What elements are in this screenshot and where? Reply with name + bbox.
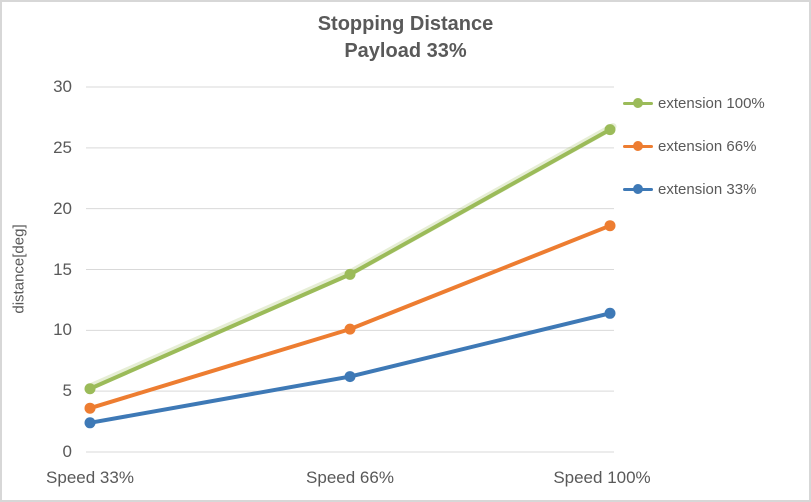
y-tick-label: 25: [53, 137, 72, 157]
legend-marker-dot: [633, 184, 643, 194]
data-point-marker: [604, 307, 616, 319]
y-tick-label: 5: [62, 381, 72, 401]
y-tick-label: 0: [62, 442, 72, 461]
y-tick-label: 20: [53, 198, 72, 218]
x-tick-label: Speed 66%: [306, 468, 394, 487]
chart-title-block: Stopping Distance Payload 33%: [2, 11, 809, 65]
legend-marker-line: [623, 98, 653, 108]
x-tick-label: Speed 33%: [46, 468, 134, 487]
data-point-marker: [604, 124, 616, 136]
chart-subtitle: Payload 33%: [344, 40, 467, 62]
data-point-marker: [344, 371, 356, 383]
data-point-marker: [344, 268, 356, 280]
data-point-marker: [84, 417, 96, 429]
y-tick-label: 30: [53, 77, 72, 96]
legend-label: extension 33%: [658, 180, 757, 198]
y-tick-label: 15: [53, 259, 72, 279]
y-tick-label: 10: [53, 320, 72, 340]
x-tick-label: Speed 100%: [553, 468, 651, 487]
data-point-marker: [84, 383, 96, 395]
legend-marker-dot: [633, 141, 643, 151]
chart-title: Stopping Distance: [317, 13, 494, 35]
data-point-marker: [84, 402, 96, 414]
data-point-marker: [604, 220, 616, 232]
data-point-marker: [344, 323, 356, 335]
legend-item: extension 100%: [623, 92, 765, 114]
legend-marker-dot: [633, 98, 643, 108]
legend-label: extension 100%: [658, 94, 765, 112]
legend-label: extension 66%: [658, 137, 757, 155]
legend-item: extension 66%: [623, 135, 765, 157]
legend-marker-line: [623, 141, 653, 151]
legend-item: extension 33%: [623, 178, 765, 200]
legend: extension 100% extension 66% extension 3…: [623, 92, 765, 200]
legend-marker-line: [623, 184, 653, 194]
